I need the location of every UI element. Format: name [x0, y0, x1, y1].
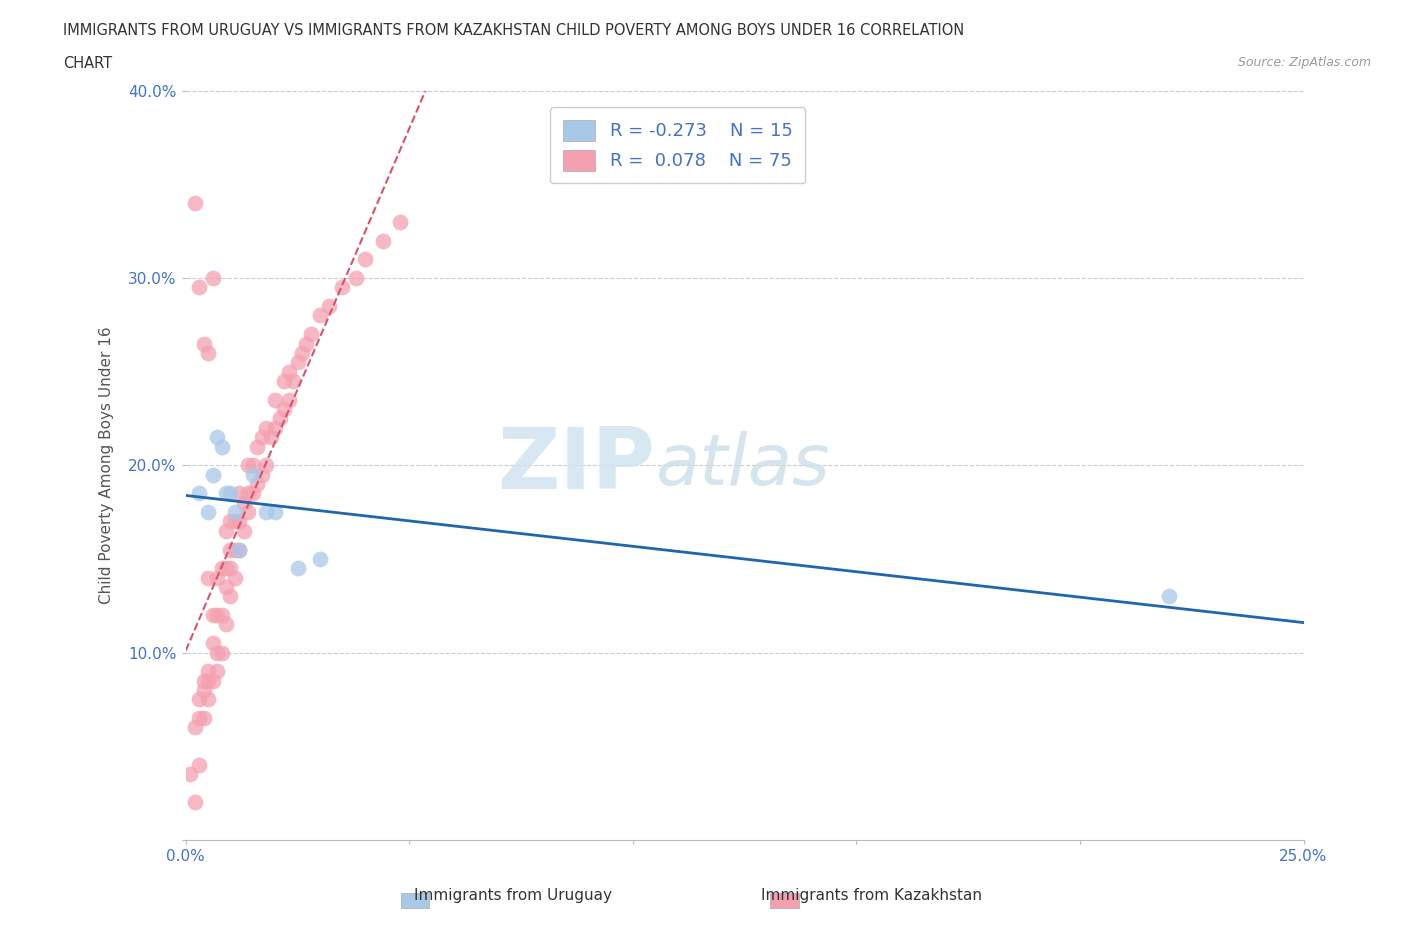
Point: [224, 505, 246, 520]
Y-axis label: Child Poverty Among Boys Under 16: Child Poverty Among Boys Under 16: [100, 326, 114, 604]
Point: [264, 420, 287, 435]
Point: [246, 439, 269, 454]
Point: [201, 271, 224, 286]
Point: [183, 195, 205, 210]
Point: [309, 551, 332, 566]
Point: [197, 570, 219, 585]
Point: [344, 271, 367, 286]
Point: [205, 607, 228, 622]
Point: [232, 524, 254, 538]
Point: [228, 486, 250, 501]
Point: [211, 439, 233, 454]
Point: [188, 486, 211, 501]
Point: [193, 673, 215, 688]
Point: [201, 636, 224, 651]
Point: [232, 496, 254, 511]
Text: CHART: CHART: [63, 56, 112, 71]
Point: [188, 692, 211, 707]
Point: [219, 561, 242, 576]
Point: [254, 505, 277, 520]
Point: [205, 645, 228, 660]
Point: [238, 505, 260, 520]
Point: [281, 374, 304, 389]
Point: [228, 542, 250, 557]
Point: [215, 524, 238, 538]
Text: Immigrants from Kazakhstan: Immigrants from Kazakhstan: [761, 888, 983, 903]
Point: [193, 711, 215, 725]
Point: [205, 430, 228, 445]
Point: [250, 467, 273, 482]
Point: [219, 589, 242, 604]
Point: [215, 486, 238, 501]
Point: [242, 458, 264, 472]
Point: [238, 486, 260, 501]
Point: [287, 355, 309, 370]
Point: [211, 645, 233, 660]
Text: Source: ZipAtlas.com: Source: ZipAtlas.com: [1237, 56, 1371, 69]
Point: [269, 411, 291, 426]
Point: [299, 326, 322, 341]
Point: [219, 486, 242, 501]
Point: [179, 767, 201, 782]
Point: [211, 561, 233, 576]
Point: [219, 542, 242, 557]
Point: [264, 392, 287, 407]
Point: [246, 476, 269, 491]
Point: [389, 215, 412, 230]
Point: [183, 795, 205, 810]
Point: [273, 374, 295, 389]
Point: [211, 607, 233, 622]
Point: [318, 299, 340, 313]
Text: Immigrants from Uruguay: Immigrants from Uruguay: [415, 888, 612, 903]
Point: [188, 711, 211, 725]
Point: [228, 514, 250, 529]
Point: [295, 336, 318, 351]
Point: [224, 542, 246, 557]
Point: [197, 673, 219, 688]
Point: [287, 561, 309, 576]
Legend: R = -0.273    N = 15, R =  0.078    N = 75: R = -0.273 N = 15, R = 0.078 N = 75: [550, 107, 806, 183]
Point: [188, 757, 211, 772]
Point: [197, 664, 219, 679]
Point: [201, 673, 224, 688]
Point: [353, 252, 375, 267]
Point: [224, 514, 246, 529]
Point: [242, 467, 264, 482]
Text: atlas: atlas: [655, 431, 830, 499]
Point: [309, 308, 332, 323]
Point: [193, 336, 215, 351]
Point: [264, 505, 287, 520]
Point: [193, 683, 215, 698]
Point: [215, 617, 238, 631]
Point: [215, 579, 238, 594]
Point: [205, 664, 228, 679]
Point: [260, 430, 283, 445]
Point: [228, 542, 250, 557]
Point: [250, 430, 273, 445]
Point: [242, 486, 264, 501]
Point: [1159, 589, 1181, 604]
Point: [254, 458, 277, 472]
Point: [273, 402, 295, 417]
Point: [188, 280, 211, 295]
Point: [291, 345, 314, 360]
Text: IMMIGRANTS FROM URUGUAY VS IMMIGRANTS FROM KAZAKHSTAN CHILD POVERTY AMONG BOYS U: IMMIGRANTS FROM URUGUAY VS IMMIGRANTS FR…: [63, 23, 965, 38]
Point: [238, 458, 260, 472]
Point: [197, 505, 219, 520]
Point: [205, 570, 228, 585]
Point: [224, 570, 246, 585]
Point: [371, 233, 394, 248]
Point: [219, 514, 242, 529]
Point: [330, 280, 353, 295]
Point: [201, 467, 224, 482]
Point: [254, 420, 277, 435]
Point: [277, 365, 299, 379]
Point: [277, 392, 299, 407]
Point: [183, 720, 205, 735]
Text: ZIP: ZIP: [498, 424, 655, 507]
Point: [201, 607, 224, 622]
Point: [197, 345, 219, 360]
Point: [197, 692, 219, 707]
Point: [215, 561, 238, 576]
